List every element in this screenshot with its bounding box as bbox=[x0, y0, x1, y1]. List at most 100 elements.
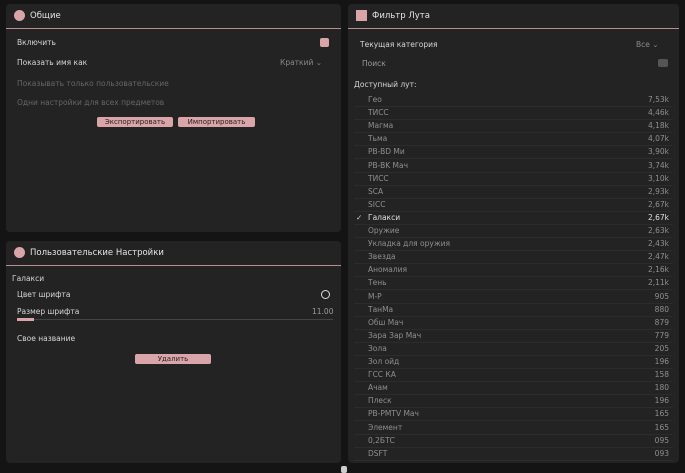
loot-row[interactable]: Укладка для оружия 2,43k bbox=[354, 238, 673, 252]
label: Размер шрифта bbox=[17, 307, 80, 316]
item-name: Тень bbox=[368, 278, 387, 288]
general-panel: Общие Включить Показать имя как Краткий … bbox=[6, 4, 341, 232]
checkbox[interactable] bbox=[320, 38, 329, 47]
item-value: 4,46k bbox=[647, 108, 669, 118]
item-name: Гео bbox=[368, 95, 382, 104]
item-name: SCA bbox=[368, 186, 384, 196]
item-name: M-P bbox=[368, 291, 382, 301]
item-value: 779 bbox=[654, 330, 669, 340]
item-value: 180 bbox=[654, 383, 669, 393]
item-name: Плеск bbox=[368, 396, 392, 406]
item-value: 2,16k bbox=[647, 265, 669, 275]
header: Общие bbox=[6, 4, 341, 29]
item-name: Тьма bbox=[368, 134, 388, 144]
item-name: Аномалия bbox=[368, 265, 408, 275]
loot-row[interactable]: PB-BK Мач 3,74k bbox=[354, 160, 673, 173]
item-name: ТИСС bbox=[368, 108, 389, 118]
loot-row[interactable]: ТИСС 4,46k bbox=[354, 107, 673, 121]
export-button[interactable]: Экспортировать bbox=[97, 117, 173, 127]
item-value: 880 bbox=[654, 304, 669, 314]
label: Текущая категория bbox=[360, 40, 438, 49]
item-name: PB-PMTV Мач bbox=[368, 409, 419, 419]
dropdown-value: Краткий bbox=[280, 58, 314, 67]
loot-row[interactable]: Плеск 196 bbox=[354, 395, 673, 409]
label: Доступный лут: bbox=[354, 80, 417, 89]
icon bbox=[14, 247, 25, 258]
loot-row[interactable]: Обш Мач 879 bbox=[354, 317, 673, 330]
loot-row[interactable]: Магма 4,18k bbox=[354, 120, 673, 134]
item-value: 205 bbox=[654, 343, 669, 353]
search-toggle[interactable] bbox=[658, 59, 668, 67]
resize-handle[interactable] bbox=[341, 466, 347, 473]
label: Свое название bbox=[17, 334, 76, 343]
loot-row[interactable]: Зара Зар Мач 779 bbox=[354, 330, 673, 343]
loot-row[interactable]: Зол ойд 196 bbox=[354, 356, 673, 369]
item-name: ТанМа bbox=[368, 304, 394, 314]
header: Пользовательские Настройки bbox=[6, 241, 341, 266]
item-name: SICC bbox=[368, 199, 386, 209]
loot-row[interactable]: 0,2БТС 095 bbox=[354, 435, 673, 448]
loot-row[interactable]: Ачам 180 bbox=[354, 382, 673, 396]
item-name: Обш Мач bbox=[368, 317, 404, 327]
label: Одни настройки для всех предметов bbox=[17, 98, 165, 107]
label: Цвет шрифта bbox=[17, 290, 71, 299]
value: 11.00 bbox=[312, 307, 334, 316]
item-name: PB-BK Мач bbox=[368, 160, 409, 170]
item-value: 2,67k bbox=[647, 212, 669, 222]
item-value: 879 bbox=[654, 317, 669, 327]
item-value: 3,10k bbox=[647, 173, 669, 183]
loot-row[interactable]: SICC 2,67k bbox=[354, 199, 673, 212]
header: Фильтр Лута bbox=[348, 4, 679, 29]
item-name: Магма bbox=[368, 121, 394, 131]
item-name: DSFT bbox=[368, 448, 388, 458]
item-name: Ачам bbox=[368, 383, 388, 393]
dropdown[interactable]: Все ⌄ bbox=[636, 40, 659, 49]
loot-row[interactable]: Зола 205 bbox=[354, 343, 673, 356]
item-value: 196 bbox=[654, 357, 669, 366]
item-value: 4,18k bbox=[647, 121, 669, 131]
loot-row[interactable]: M-P 905 bbox=[354, 291, 673, 304]
loot-row[interactable]: PB-PMTV Мач 165 bbox=[354, 408, 673, 422]
item-name: Галакси bbox=[12, 274, 45, 283]
loot-row[interactable]: ТанМа 880 bbox=[354, 304, 673, 317]
loot-row[interactable]: Оружие 2,63k bbox=[354, 225, 673, 238]
slider-fill bbox=[17, 318, 34, 321]
dropdown[interactable]: Краткий ⌄ bbox=[280, 58, 323, 67]
loot-row[interactable]: Элемент 165 bbox=[354, 422, 673, 435]
loot-row[interactable]: Аномалия 2,16k bbox=[354, 264, 673, 278]
item-value: 095 bbox=[654, 435, 669, 445]
item-name: 0,2БТС bbox=[368, 435, 395, 445]
color-picker[interactable] bbox=[321, 290, 330, 299]
item-value: 2,63k bbox=[647, 226, 669, 235]
item-value: 2,67k bbox=[647, 199, 669, 209]
item-value: 7,53k bbox=[647, 95, 669, 104]
item-value: 093 bbox=[654, 448, 669, 458]
loot-row[interactable]: Тьма 4,07k bbox=[354, 133, 673, 147]
loot-row[interactable]: Звезда 2,47k bbox=[354, 251, 673, 265]
loot-row[interactable]: DSFT 093 bbox=[354, 448, 673, 461]
dropdown-value: Все bbox=[636, 40, 650, 49]
title: Пользовательские Настройки bbox=[30, 248, 164, 258]
label: Поиск bbox=[362, 59, 386, 68]
label: Показать имя как bbox=[17, 58, 88, 67]
item-name: ТИСС bbox=[368, 173, 389, 183]
item-value: 3,90k bbox=[647, 147, 669, 157]
item-value: 165 bbox=[654, 422, 669, 432]
import-button[interactable]: Импортировать bbox=[178, 117, 255, 127]
item-name: Зола bbox=[368, 343, 387, 353]
item-value: 165 bbox=[654, 409, 669, 419]
loot-row[interactable]: Тень 2,11k bbox=[354, 277, 673, 291]
loot-row[interactable]: PB-BD Ми 3,90k bbox=[354, 146, 673, 160]
loot-row[interactable]: ГСС КА 158 bbox=[354, 369, 673, 383]
slider-track[interactable] bbox=[17, 319, 333, 320]
title: Общие bbox=[30, 11, 61, 21]
item-name: Зара Зар Мач bbox=[368, 330, 422, 340]
item-name: Элемент bbox=[368, 422, 403, 432]
loot-row[interactable]: Гео 7,53k bbox=[354, 94, 673, 107]
delete-button[interactable]: Удалить bbox=[135, 354, 211, 364]
loot-row[interactable]: SCA 2,93k bbox=[354, 186, 673, 199]
loot-row[interactable]: ✓ Галакси 2,67k bbox=[354, 212, 673, 225]
loot-row[interactable]: ТИСС 3,10k bbox=[354, 173, 673, 186]
title: Фильтр Лута bbox=[372, 11, 430, 21]
